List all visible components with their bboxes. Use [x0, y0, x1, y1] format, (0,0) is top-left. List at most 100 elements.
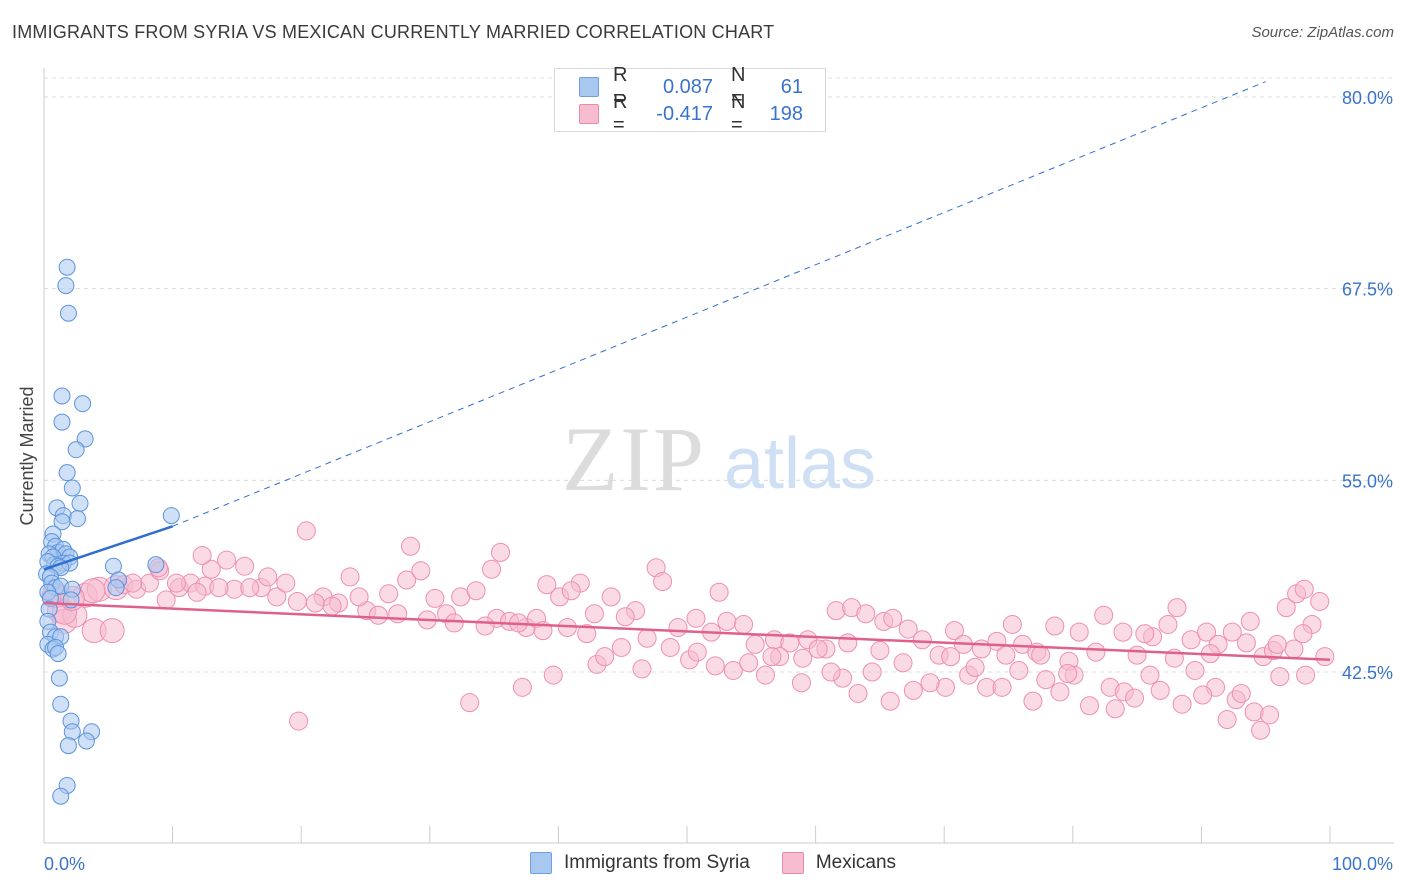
point-mexicans — [397, 570, 417, 590]
point-mexicans — [791, 673, 811, 693]
point-mexicans — [745, 634, 765, 654]
y-tick-label: 55.0% — [1342, 471, 1393, 491]
trend-mexicans — [43, 601, 1331, 661]
point-mexicans — [611, 637, 631, 657]
point-mexicans — [537, 575, 557, 595]
point-mexicans — [595, 647, 615, 667]
point-mexicans — [217, 550, 237, 570]
point-mexicans — [880, 691, 900, 711]
point-mexicans — [1080, 696, 1100, 716]
point-mexicans — [491, 542, 511, 562]
legend-item-syria[interactable]: Immigrants from Syria — [530, 852, 750, 874]
point-mexicans — [1193, 685, 1213, 705]
point-mexicans — [1315, 647, 1335, 667]
point-mexicans — [1050, 682, 1070, 702]
point-mexicans — [848, 683, 868, 703]
point-mexicans — [466, 581, 486, 601]
point-mexicans — [584, 604, 604, 624]
legend-swatch-syria — [530, 852, 552, 874]
point-mexicans — [739, 653, 759, 673]
point-mexicans — [941, 647, 961, 667]
point-mexicans — [305, 593, 325, 613]
point-mexicans — [1270, 667, 1290, 687]
point-mexicans — [1094, 605, 1114, 625]
point-mexicans — [717, 611, 737, 631]
point-mexicans — [1236, 633, 1256, 653]
point-syria — [67, 441, 85, 459]
legend-n-value: 61 — [780, 75, 803, 98]
point-mexicans — [322, 596, 342, 616]
point-mexicans — [482, 559, 502, 579]
point-syria — [57, 277, 75, 295]
trend-syria — [43, 525, 173, 571]
legend-swatch-mexicans — [579, 104, 599, 124]
point-mexicans — [289, 711, 309, 731]
point-mexicans — [1127, 645, 1147, 665]
point-syria — [58, 258, 76, 276]
point-mexicans — [444, 613, 464, 633]
legend-row-syria: R = 0.087 N = 61 — [579, 64, 803, 109]
point-syria — [58, 464, 76, 482]
point-mexicans — [1244, 702, 1264, 722]
point-mexicans — [1113, 622, 1133, 642]
trend-lines — [43, 81, 1331, 661]
legend-item-mexicans[interactable]: Mexicans — [781, 852, 897, 874]
point-syria — [107, 579, 125, 597]
point-mexicans — [668, 618, 688, 638]
point-mexicans — [1240, 611, 1260, 631]
point-mexicans — [826, 601, 846, 621]
point-mexicans — [1231, 683, 1251, 703]
point-mexicans — [1222, 622, 1242, 642]
y-tick-label: 67.5% — [1342, 280, 1393, 300]
legend-r-value: 0.087 — [662, 75, 713, 98]
point-mexicans — [601, 587, 621, 607]
point-mexicans — [401, 536, 421, 556]
point-mexicans — [192, 545, 212, 565]
series-legend: Immigrants from Syria Mexicans — [530, 852, 928, 874]
point-mexicans — [898, 619, 918, 639]
point-mexicans — [543, 665, 563, 685]
point-mexicans — [793, 648, 813, 668]
y-tick-label: 42.5% — [1342, 663, 1393, 683]
point-mexicans — [687, 642, 707, 662]
point-mexicans — [734, 614, 754, 634]
point-syria — [53, 413, 71, 431]
x-tick-label: 100.0% — [1332, 854, 1393, 874]
point-mexicans — [1293, 624, 1313, 644]
point-mexicans — [258, 567, 278, 587]
point-mexicans — [856, 604, 876, 624]
point-mexicans — [1069, 622, 1089, 642]
point-mexicans — [709, 582, 729, 602]
point-syria — [50, 669, 68, 687]
point-syria — [68, 510, 86, 528]
point-mexicans — [368, 605, 388, 625]
source-credit: Source: ZipAtlas.com — [1251, 24, 1394, 41]
point-mexicans — [1197, 622, 1217, 642]
y-tick-label: 80.0% — [1342, 88, 1393, 108]
point-mexicans — [1058, 664, 1078, 684]
point-mexicans — [780, 633, 800, 653]
point-mexicans — [1267, 634, 1287, 654]
point-syria — [52, 695, 70, 713]
point-mexicans — [1023, 691, 1043, 711]
point-mexicans — [1135, 624, 1155, 644]
point-mexicans — [99, 618, 125, 644]
point-mexicans — [883, 608, 903, 628]
point-mexicans — [1296, 665, 1316, 685]
legend-label-mexicans: Mexicans — [815, 852, 897, 873]
point-mexicans — [808, 639, 828, 659]
point-syria — [71, 494, 89, 512]
point-mexicans — [944, 621, 964, 641]
point-mexicans — [379, 584, 399, 604]
point-mexicans — [660, 637, 680, 657]
y-axis-label: Currently Married — [17, 386, 37, 525]
axes — [43, 68, 1394, 844]
point-mexicans — [561, 581, 581, 601]
point-mexicans — [1150, 680, 1170, 700]
stats-legend: R = 0.087 N = 61 R = -0.417 N = 198 — [554, 64, 826, 136]
point-mexicans — [287, 591, 307, 611]
legend-label-syria: Immigrants from Syria — [564, 852, 750, 873]
legend-row-mexicans: R = -0.417 N = 198 — [579, 91, 803, 136]
point-mexicans — [764, 630, 784, 650]
